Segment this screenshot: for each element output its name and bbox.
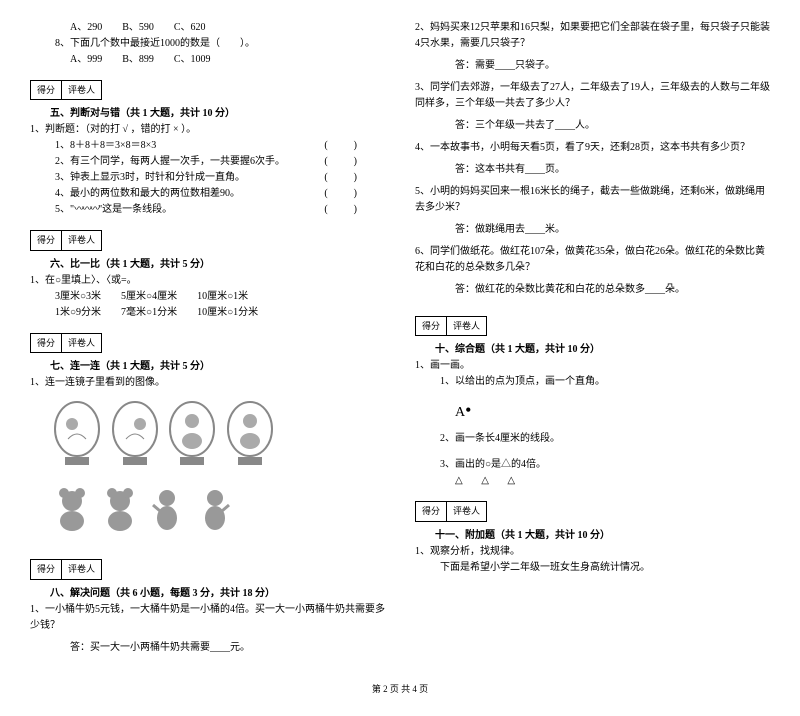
- dot-icon: •: [465, 400, 471, 420]
- s8-4: 4、一本故事书，小明每天看5页，看了9天，还剩28页，这本书共有多少页？: [415, 140, 770, 156]
- s5-3-text: 3、钟表上显示3时，时针和分针成一直角。: [55, 170, 245, 186]
- bracket: ( ): [324, 186, 365, 202]
- s8-6-answer: 答：做红花的朵数比黄花和白花的总朵数多____朵。: [455, 282, 770, 298]
- bracket: ( ): [324, 154, 365, 170]
- grader-label: 评卷人: [62, 231, 101, 249]
- grader-label: 评卷人: [62, 334, 101, 352]
- score-box-7: 得分 评卷人: [30, 333, 102, 353]
- animal-images-row: [50, 483, 385, 539]
- bracket: ( ): [324, 202, 365, 218]
- score-label: 得分: [31, 560, 62, 578]
- score-box-10: 得分 评卷人: [415, 316, 487, 336]
- s5-5-post: "这是一条线段。: [98, 204, 172, 215]
- mirror-icon-4: [223, 399, 278, 469]
- s5-item-4: 4、最小的两位数和最大的两位数相差90。 ( ): [30, 186, 385, 202]
- s6-stem: 1、在○里填上〉、〈或=。: [30, 273, 385, 289]
- mirror-icon-3: [165, 399, 220, 469]
- point-A-label: A: [455, 405, 465, 420]
- animal-icon-1: [50, 483, 95, 533]
- s5-2-text: 2、有三个同学，每两人握一次手，一共要握6次手。: [55, 154, 285, 170]
- grader-label: 评卷人: [62, 81, 101, 99]
- page-content: A、290 B、590 C、620 8、下面几个数中最接近1000的数是（ ）。…: [30, 20, 770, 662]
- s7-stem: 1、连一连镜子里看到的图像。: [30, 375, 385, 391]
- s6-row2: 1米○9分米 7毫米○1分米 10厘米○1分米: [55, 305, 385, 321]
- q8-options: A、999 B、899 C、1009: [70, 52, 385, 68]
- wave-icon: 〰〰〰: [74, 204, 98, 215]
- s8-2: 2、妈妈买来12只苹果和16只梨，如果要把它们全部装在袋子里，每只袋子只能装4只…: [415, 20, 770, 52]
- s5-5-pre: 5、": [55, 204, 74, 215]
- grader-label: 评卷人: [62, 560, 101, 578]
- s6-row1: 3厘米○3米 5厘米○4厘米 10厘米○1米: [55, 289, 385, 305]
- grader-label: 评卷人: [447, 317, 486, 335]
- section-5-title: 五、判断对与错（共 1 大题，共计 10 分）: [50, 106, 385, 122]
- s8-5-answer: 答：做跳绳用去____米。: [455, 222, 770, 238]
- score-box-11: 得分 评卷人: [415, 501, 487, 521]
- score-label: 得分: [31, 81, 62, 99]
- s5-4-text: 4、最小的两位数和最大的两位数相差90。: [55, 186, 240, 202]
- score-label: 得分: [31, 231, 62, 249]
- s10-2: 2、画一条长4厘米的线段。: [440, 431, 770, 447]
- s5-item-1: 1、8＋8＋8＝3×8＝8×3 ( ): [30, 138, 385, 154]
- s11-stem: 1、观察分析，找规律。: [415, 544, 770, 560]
- bracket: ( ): [324, 170, 365, 186]
- s8-1: 1、一小桶牛奶5元钱，一大桶牛奶是一小桶的4倍。买一大一小两桶牛奶共需要多少钱？: [30, 602, 385, 634]
- s8-4-answer: 答：这本书共有____页。: [455, 162, 770, 178]
- left-column: A、290 B、590 C、620 8、下面几个数中最接近1000的数是（ ）。…: [30, 20, 385, 662]
- s5-5: 5、"〰〰〰"这是一条线段。: [55, 202, 172, 218]
- mirror-icon-1: [50, 399, 105, 469]
- animal-icon-3: [145, 483, 190, 533]
- score-box-6: 得分 评卷人: [30, 230, 102, 250]
- section-7-title: 七、连一连（共 1 大题，共计 5 分）: [50, 359, 385, 375]
- mirror-images-row: [50, 399, 385, 475]
- score-label: 得分: [416, 502, 447, 520]
- q8-stem: 8、下面几个数中最接近1000的数是（ ）。: [55, 36, 385, 52]
- grader-label: 评卷人: [447, 502, 486, 520]
- s8-3-answer: 答：三个年级一共去了____人。: [455, 118, 770, 134]
- s5-1-text: 1、8＋8＋8＝3×8＝8×3: [55, 138, 156, 154]
- right-column: 2、妈妈买来12只苹果和16只梨，如果要把它们全部装在袋子里，每只袋子只能装4只…: [415, 20, 770, 662]
- page-footer: 第 2 页 共 4 页: [30, 682, 770, 696]
- score-box-5: 得分 评卷人: [30, 80, 102, 100]
- s5-stem: 1、判断题：（对的打 √ ，错的打 × ）。: [30, 122, 385, 138]
- triangle-row: △ △ △: [455, 473, 770, 489]
- s10-stem: 1、画一画。: [415, 358, 770, 374]
- s5-item-5: 5、"〰〰〰"这是一条线段。 ( ): [30, 202, 385, 218]
- score-box-8: 得分 评卷人: [30, 559, 102, 579]
- score-label: 得分: [416, 317, 447, 335]
- s8-3: 3、同学们去郊游，一年级去了27人，二年级去了19人，三年级去的人数与二年级同样…: [415, 80, 770, 112]
- point-A: A•: [455, 396, 770, 425]
- spacer: [415, 447, 770, 457]
- section-8-title: 八、解决问题（共 6 小题，每题 3 分，共计 18 分）: [50, 586, 385, 602]
- score-label: 得分: [31, 334, 62, 352]
- bracket: ( ): [324, 138, 365, 154]
- s5-item-2: 2、有三个同学，每两人握一次手，一共要握6次手。 ( ): [30, 154, 385, 170]
- s11-line: 下面是希望小学二年级一班女生身高统计情况。: [440, 560, 770, 576]
- section-10-title: 十、综合题（共 1 大题，共计 10 分）: [435, 342, 770, 358]
- s5-item-3: 3、钟表上显示3时，时针和分针成一直角。 ( ): [30, 170, 385, 186]
- s10-1: 1、以给出的点为顶点，画一个直角。: [440, 374, 770, 390]
- animal-icon-2: [98, 483, 143, 533]
- section-6-title: 六、比一比（共 1 大题，共计 5 分）: [50, 257, 385, 273]
- s8-1-answer: 答：买一大一小两桶牛奶共需要____元。: [70, 640, 385, 656]
- mirror-icon-2: [108, 399, 163, 469]
- s10-3: 3、画出的○是△的4倍。: [440, 457, 770, 473]
- s8-6: 6、同学们做纸花。做红花107朵，做黄花35朵，做白花26朵。做红花的朵数比黄花…: [415, 244, 770, 276]
- animal-icon-4: [193, 483, 238, 533]
- s8-5: 5、小明的妈妈买回来一根16米长的绳子，截去一些做跳绳，还剩6米，做跳绳用去多少…: [415, 184, 770, 216]
- q7-options: A、290 B、590 C、620: [70, 20, 385, 36]
- s8-2-answer: 答：需要____只袋子。: [455, 58, 770, 74]
- section-11-title: 十一、附加题（共 1 大题，共计 10 分）: [435, 528, 770, 544]
